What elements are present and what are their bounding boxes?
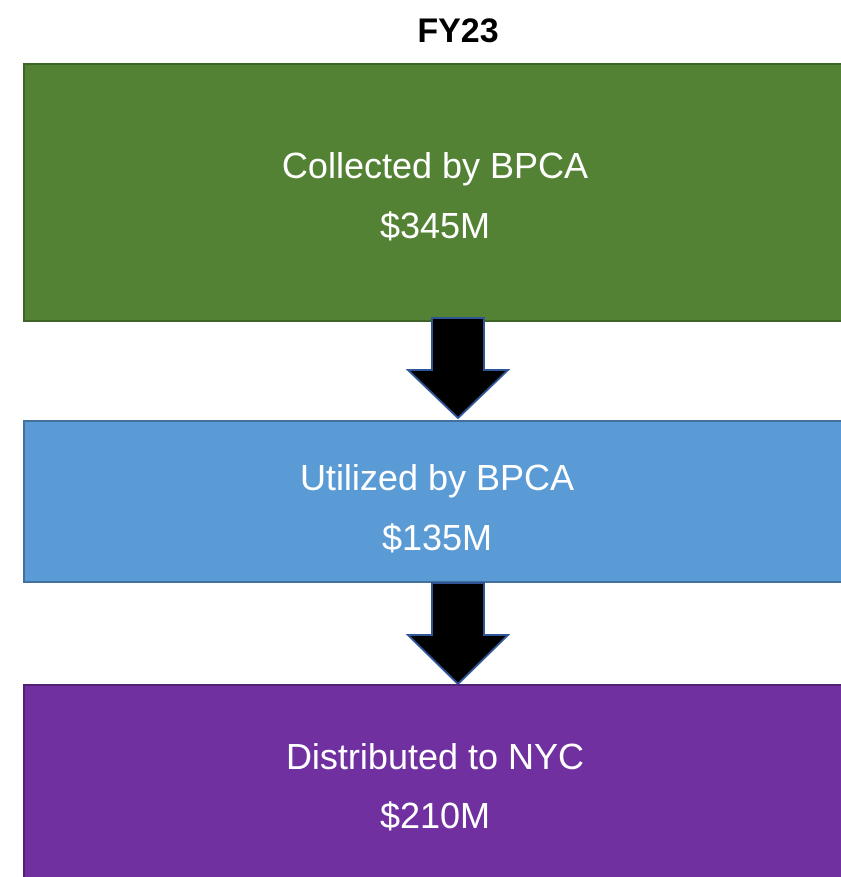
- arrow: [405, 582, 511, 686]
- node-label: Utilized by BPCA: [300, 457, 574, 498]
- node-label: Distributed to NYC: [286, 736, 584, 777]
- title: FY23: [417, 12, 498, 50]
- node-amount: $135M: [382, 517, 492, 558]
- arrow: [405, 317, 511, 420]
- collected-box: [23, 63, 841, 322]
- node-label: Collected by BPCA: [282, 145, 588, 186]
- distributed-box: [23, 684, 841, 877]
- utilized-box: [23, 420, 841, 583]
- node-amount: $210M: [380, 795, 490, 836]
- node-amount: $345M: [380, 205, 490, 246]
